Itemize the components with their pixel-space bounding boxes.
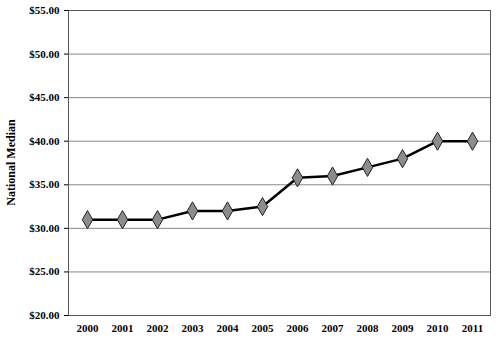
svg-text:2010: 2010 <box>427 322 450 334</box>
svg-text:2005: 2005 <box>252 322 275 334</box>
svg-text:2008: 2008 <box>357 322 380 334</box>
svg-text:$35.00: $35.00 <box>29 178 60 190</box>
svg-text:$50.00: $50.00 <box>29 48 60 60</box>
svg-text:2003: 2003 <box>182 322 205 334</box>
svg-text:2009: 2009 <box>392 322 415 334</box>
svg-text:2004: 2004 <box>217 322 240 334</box>
svg-text:$55.00: $55.00 <box>29 4 60 16</box>
svg-text:2007: 2007 <box>322 322 345 334</box>
svg-text:2001: 2001 <box>112 322 134 334</box>
svg-text:$30.00: $30.00 <box>29 222 60 234</box>
svg-text:2011: 2011 <box>462 322 483 334</box>
svg-text:$25.00: $25.00 <box>29 265 60 277</box>
svg-text:National Median: National Median <box>4 119 18 206</box>
svg-text:$20.00: $20.00 <box>29 309 60 321</box>
svg-text:$45.00: $45.00 <box>29 91 60 103</box>
svg-text:2002: 2002 <box>147 322 170 334</box>
svg-text:$40.00: $40.00 <box>29 135 60 147</box>
svg-text:2000: 2000 <box>77 322 100 334</box>
svg-text:2006: 2006 <box>287 322 310 334</box>
